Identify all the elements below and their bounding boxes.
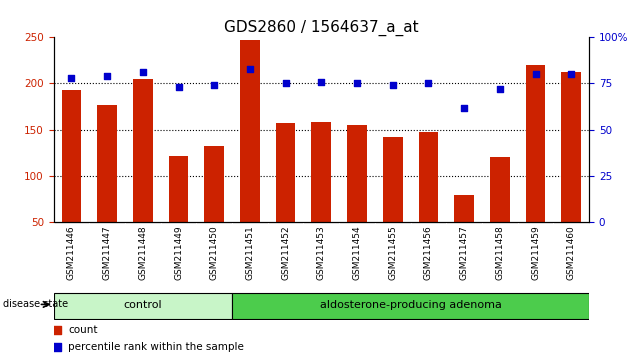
Point: [280, 81, 290, 86]
Text: GSM211457: GSM211457: [460, 225, 469, 280]
Point: [52, 327, 62, 333]
Point: [66, 75, 76, 81]
Text: GSM211454: GSM211454: [353, 225, 362, 280]
Point: [209, 82, 219, 88]
Text: GSM211446: GSM211446: [67, 225, 76, 280]
Point: [352, 81, 362, 86]
Text: disease state: disease state: [3, 299, 67, 309]
Bar: [490, 156, 510, 269]
Text: GSM211453: GSM211453: [317, 225, 326, 280]
Bar: [240, 40, 260, 269]
Point: [138, 69, 148, 75]
Bar: [383, 137, 403, 269]
Title: GDS2860 / 1564637_a_at: GDS2860 / 1564637_a_at: [224, 19, 418, 36]
Point: [530, 72, 541, 77]
Point: [566, 72, 576, 77]
Point: [52, 344, 62, 349]
Bar: [311, 122, 331, 269]
Text: GSM211448: GSM211448: [139, 225, 147, 280]
Text: aldosterone-producing adenoma: aldosterone-producing adenoma: [319, 300, 501, 310]
Bar: [561, 72, 581, 269]
Text: GSM211458: GSM211458: [495, 225, 504, 280]
Bar: [97, 105, 117, 269]
Text: GSM211455: GSM211455: [388, 225, 397, 280]
Bar: [169, 156, 188, 269]
Bar: [204, 147, 224, 269]
Bar: [525, 65, 546, 269]
Point: [245, 66, 255, 72]
Text: GSM211447: GSM211447: [103, 225, 112, 280]
Point: [316, 79, 326, 85]
Text: control: control: [123, 300, 162, 310]
Text: GSM211459: GSM211459: [531, 225, 540, 280]
Bar: [276, 123, 295, 269]
Bar: [133, 79, 152, 269]
Text: GSM211452: GSM211452: [281, 225, 290, 280]
Text: percentile rank within the sample: percentile rank within the sample: [68, 342, 244, 352]
Bar: [62, 90, 81, 269]
Text: GSM211451: GSM211451: [246, 225, 255, 280]
Point: [173, 84, 183, 90]
Bar: [347, 125, 367, 269]
Text: GSM211456: GSM211456: [424, 225, 433, 280]
Point: [423, 81, 433, 86]
FancyBboxPatch shape: [232, 293, 589, 319]
Bar: [454, 195, 474, 269]
FancyBboxPatch shape: [54, 293, 232, 319]
Point: [495, 86, 505, 92]
Bar: [418, 132, 438, 269]
Text: GSM211449: GSM211449: [174, 225, 183, 280]
Point: [387, 82, 398, 88]
Text: GSM211450: GSM211450: [210, 225, 219, 280]
Point: [459, 105, 469, 110]
Text: GSM211460: GSM211460: [567, 225, 576, 280]
Text: count: count: [68, 325, 98, 335]
Point: [102, 73, 112, 79]
